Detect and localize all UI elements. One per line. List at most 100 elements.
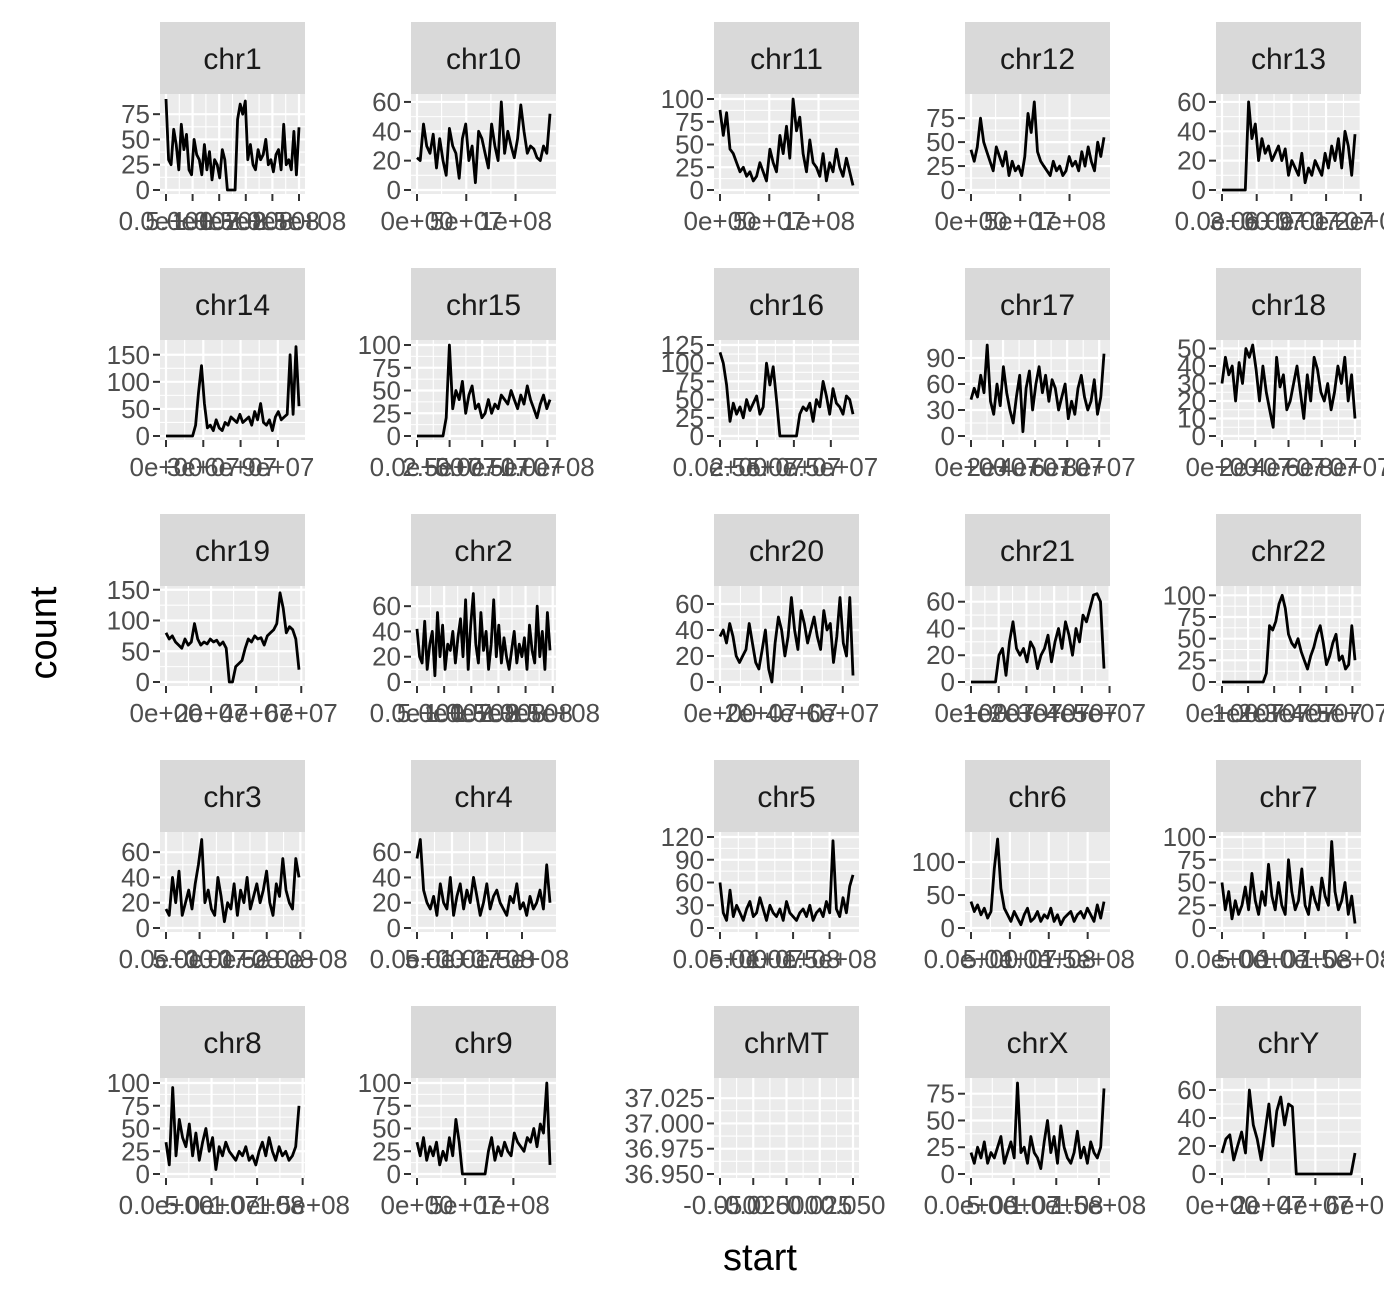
y-tick-label-chr6: 100: [912, 847, 955, 877]
x-tick-label-chr17: 6e+07: [1031, 452, 1104, 482]
y-tick-label-chrX: 0: [941, 1159, 955, 1189]
x-tick-label-chr9: 0e+00: [380, 1190, 453, 1220]
y-tick-label-chr1: 25: [121, 150, 150, 180]
strip-label-chr21: chr21: [1000, 535, 1075, 568]
strip-label-chr22: chr22: [1251, 535, 1326, 568]
x-tick-label-chr5: 1.5e+08: [782, 944, 877, 974]
x-tick-label-chr14: 3e+07: [167, 452, 240, 482]
x-tick-label-chr12: 5e+07: [984, 206, 1057, 236]
x-tick-label-chr16: 7.5e+07: [783, 452, 878, 482]
y-tick-label-chr9: 50: [372, 1114, 401, 1144]
y-tick-label-chr19: 0: [136, 667, 150, 697]
series-line-chr17: [969, 343, 1106, 434]
x-tick-label-chr22: 5e+07: [1316, 698, 1384, 728]
strip-label-chr5: chr5: [757, 781, 815, 814]
y-tick-label-chr17: 90: [926, 343, 955, 373]
strip-chr21: [965, 514, 1110, 586]
x-tick-label-chr13: 0.0e+00: [1175, 206, 1270, 236]
series-line-chr20: [718, 596, 855, 684]
y-tick-label-chr5: 90: [675, 845, 704, 875]
x-tick-label-chr18: 6e+07: [1285, 452, 1358, 482]
strip-chr1: [160, 22, 305, 94]
strip-chr17: [965, 268, 1110, 340]
x-tick-label-chr3: 1.5e+08: [219, 944, 314, 974]
y-tick-label-chr10: 0: [387, 175, 401, 205]
strip-label-chrY: chrY: [1258, 1027, 1320, 1060]
x-tick-label-chr12: 1e+08: [1033, 206, 1106, 236]
y-tick-label-chr1: 50: [121, 124, 150, 154]
x-tick-label-chr1: 2.0e+08: [225, 206, 320, 236]
y-tick-label-chr18: 40: [1177, 351, 1206, 381]
y-tick-label-chr8: 100: [107, 1068, 150, 1098]
x-tick-label-chrX: 5.0e+07: [966, 1190, 1061, 1220]
strip-label-chr16: chr16: [749, 289, 824, 322]
x-tick-label-chrY: 0e+00: [1185, 1190, 1258, 1220]
x-tick-label-chrMT: 0.050: [820, 1190, 885, 1220]
series-line-chr22: [1222, 593, 1357, 684]
x-tick-label-chr22: 2e+07: [1238, 698, 1311, 728]
strip-chr2: [411, 514, 556, 586]
x-tick-label-chr4: 1.5e+08: [475, 944, 570, 974]
y-tick-label-chr5: 0: [690, 913, 704, 943]
strip-label-chr10: chr10: [446, 43, 521, 76]
y-tick-label-chr18: 50: [1177, 334, 1206, 364]
y-tick-label-chr2: 20: [372, 642, 401, 672]
x-tick-label-chr18: 0e+00: [1185, 452, 1258, 482]
y-tick-label-chr20: 20: [675, 641, 704, 671]
y-tick-label-chr12: 25: [926, 151, 955, 181]
x-tick-label-chr6: 1.0e+08: [1001, 944, 1096, 974]
y-tick-label-chr11: 25: [675, 152, 704, 182]
strip-chrX: [965, 1006, 1110, 1078]
x-tick-label-chr15: 5.0e+07: [435, 452, 530, 482]
x-tick-label-chr7: 1.0e+08: [1258, 944, 1353, 974]
x-tick-label-chr22: 4e+07: [1290, 698, 1363, 728]
y-tick-label-chr17: 0: [941, 421, 955, 451]
strip-chrY: [1216, 1006, 1361, 1078]
y-tick-label-chr2: 60: [372, 591, 401, 621]
x-tick-label-chr6: 1.5e+08: [1040, 944, 1135, 974]
x-tick-label-chr15: 0.0e+00: [370, 452, 465, 482]
strip-label-chr2: chr2: [454, 535, 512, 568]
x-tick-label-chr10: 0e+00: [380, 206, 453, 236]
y-tick-label-chr10: 20: [372, 146, 401, 176]
y-tick-label-chr8: 25: [121, 1136, 150, 1166]
y-tick-label-chr17: 30: [926, 395, 955, 425]
y-tick-label-chr19: 50: [121, 636, 150, 666]
x-tick-label-chr4: 0.0e+00: [370, 944, 465, 974]
series-line-chr6: [969, 837, 1106, 927]
y-tick-label-chr14: 100: [107, 367, 150, 397]
strip-label-chr15: chr15: [446, 289, 521, 322]
y-tick-label-chr3: 60: [121, 837, 150, 867]
x-tick-label-chr22: 1e+07: [1212, 698, 1285, 728]
strip-chr16: [714, 268, 859, 340]
strip-label-chr17: chr17: [1000, 289, 1075, 322]
series-line-chr5: [718, 839, 855, 922]
y-tick-label-chr7: 50: [1177, 868, 1206, 898]
strip-label-chr11: chr11: [750, 43, 823, 76]
x-tick-label-chrX: 1.5e+08: [1052, 1190, 1147, 1220]
facet-panels: chr102550750.0e+005.0e+071.0e+081.5e+082…: [107, 22, 1384, 1220]
x-tick-label-chr5: 0.0e+00: [673, 944, 768, 974]
x-tick-label-chr8: 1.0e+08: [210, 1190, 305, 1220]
x-tick-label-chr13: 9.0e+07: [1279, 206, 1374, 236]
x-tick-label-chr2: 0.0e+00: [370, 698, 465, 728]
x-tick-label-chr9: 5e+07: [429, 1190, 502, 1220]
strip-chr6: [965, 760, 1110, 832]
x-tick-label-chr21: 4e+07: [1045, 698, 1118, 728]
x-tick-label-chr7: 0.0e+00: [1175, 944, 1270, 974]
series-line-chr3: [164, 838, 301, 924]
y-tick-label-chr8: 75: [121, 1091, 150, 1121]
x-tick-label-chr2: 5.0e+07: [397, 698, 492, 728]
x-tick-label-chrY: 6e+07: [1325, 1190, 1384, 1220]
x-tick-label-chr11: 5e+07: [733, 206, 806, 236]
y-axis-title: count: [23, 586, 65, 679]
y-tick-label-chr19: 150: [107, 575, 150, 605]
x-tick-label-chrY: 2e+07: [1232, 1190, 1305, 1220]
